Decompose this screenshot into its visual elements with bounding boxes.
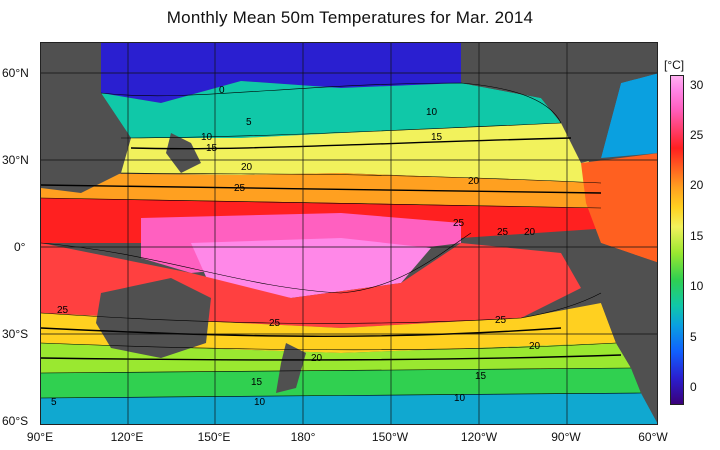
graticule: [41, 43, 657, 424]
lon-label-120w: 120°W: [460, 430, 498, 444]
lon-label-150w: 150°W: [371, 430, 409, 444]
contour-label: 25: [269, 318, 281, 329]
land-japan: [166, 133, 201, 173]
lat-label-30n: 30°N: [2, 153, 29, 167]
contour-label: 20: [311, 353, 323, 364]
colorbar-tick: 0: [690, 380, 697, 394]
colorbar-tick: 5: [690, 330, 697, 344]
lat-label-eq: 0°: [14, 240, 26, 254]
contour-label: 25: [57, 305, 69, 316]
contour-label: 10: [426, 107, 438, 118]
colorbar-tick: 30: [690, 78, 704, 92]
contour-label: 15: [206, 143, 218, 154]
contour-label: 20: [524, 227, 536, 238]
contour-label: 0: [219, 85, 225, 96]
temperature-map: 0 5 10 10 15 15 20 20 25 25 25 20 25 25 …: [40, 42, 658, 425]
band-23c: [41, 173, 601, 208]
map-title: Monthly Mean 50m Temperatures for Mar. 2…: [166, 8, 534, 27]
contour-label: 20: [468, 176, 480, 187]
colorbar-tick: 20: [690, 178, 704, 192]
colorbar-unit: [°C]: [664, 58, 685, 72]
contour-labels: 0 5 10 10 15 15 20 20 25 25 25 20 25 25 …: [51, 85, 541, 408]
lon-label-90w: 90°W: [551, 430, 581, 444]
ocean-temperature-bands: [41, 43, 657, 424]
land-new-zealand: [276, 343, 306, 393]
lon-label-120e: 120°E: [110, 430, 144, 444]
land-australia: [96, 278, 211, 358]
band-6c: [41, 393, 657, 424]
major-contours: [41, 137, 622, 361]
contour-label: 10: [201, 132, 213, 143]
contour-label: 20: [241, 162, 253, 173]
contour-label: 25: [497, 227, 509, 238]
contour-lines: [41, 82, 642, 399]
colorbar-tick: 25: [690, 128, 704, 142]
lat-label-60s: 60°S: [2, 414, 29, 428]
contour-label: 15: [251, 377, 263, 388]
colorbar-tick: 10: [690, 279, 704, 293]
contour-label: 15: [475, 371, 487, 382]
lat-label-60n: 60°N: [2, 66, 29, 80]
land-south-america: [601, 243, 657, 423]
lon-label-90e: 90°E: [26, 430, 54, 444]
contour-label: 10: [254, 397, 266, 408]
contour-label: 15: [431, 132, 443, 143]
contour-label: 5: [246, 117, 252, 128]
band-atlantic-north: [601, 73, 657, 158]
contour-label: 25: [234, 183, 246, 194]
lon-label-150e: 150°E: [197, 430, 231, 444]
band-16c: [41, 343, 631, 373]
contour-label: 20: [529, 341, 541, 352]
map-svg: 0 5 10 10 15 15 20 20 25 25 25 20 25 25 …: [41, 43, 657, 424]
colorbar-tick: 15: [690, 229, 704, 243]
contour-label: 5: [51, 397, 57, 408]
colorbar: [670, 75, 684, 405]
lon-label-180: 180°: [290, 430, 316, 444]
lon-label-60w: 60°W: [638, 430, 668, 444]
lat-label-30s: 30°S: [2, 327, 29, 341]
band-18c: [121, 123, 601, 183]
band-30c: [191, 238, 431, 298]
band-10c: [101, 81, 561, 138]
contour-label: 25: [453, 218, 465, 229]
band-12c: [41, 368, 641, 398]
land-asia: [41, 43, 131, 193]
band-atlantic: [581, 153, 657, 263]
contour-label: 25: [495, 315, 507, 326]
contour-label: 10: [454, 393, 466, 404]
